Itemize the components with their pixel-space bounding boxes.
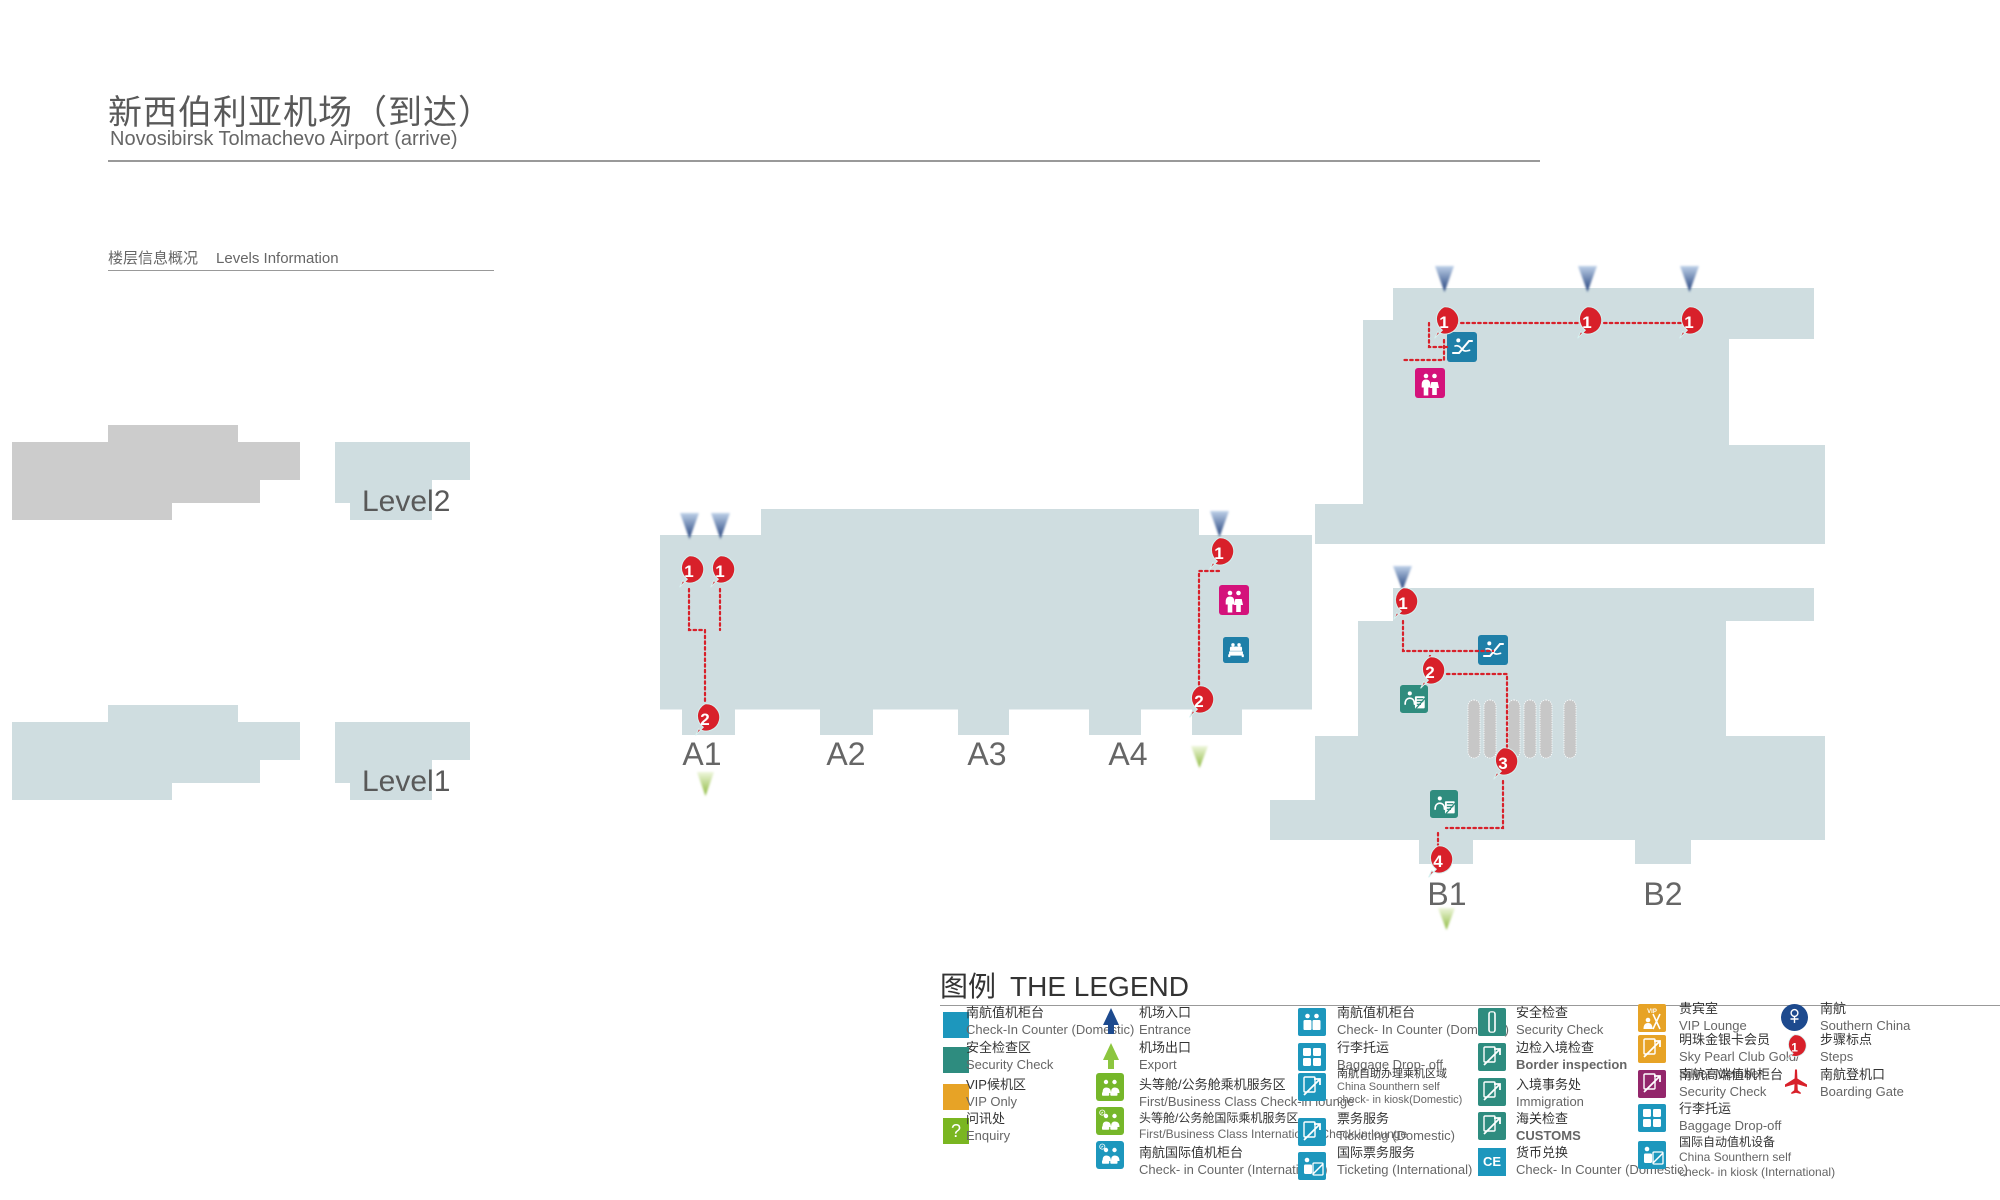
svg-text:1: 1 bbox=[684, 562, 693, 581]
svg-text:3: 3 bbox=[1498, 754, 1507, 773]
svg-text:1: 1 bbox=[1582, 313, 1591, 332]
svg-text:B2: B2 bbox=[1643, 876, 1682, 912]
svg-text:A4: A4 bbox=[1108, 736, 1147, 772]
svg-text:A1: A1 bbox=[682, 736, 721, 772]
svg-text:1: 1 bbox=[1439, 313, 1448, 332]
svg-text:4: 4 bbox=[1433, 852, 1443, 871]
svg-text:1: 1 bbox=[1214, 544, 1223, 563]
svg-text:2: 2 bbox=[1425, 663, 1434, 682]
svg-text:2: 2 bbox=[700, 710, 709, 729]
svg-text:1: 1 bbox=[1684, 313, 1693, 332]
svg-text:1: 1 bbox=[1398, 594, 1407, 613]
svg-text:A3: A3 bbox=[967, 736, 1006, 772]
svg-text:1: 1 bbox=[715, 562, 724, 581]
svg-text:B1: B1 bbox=[1427, 876, 1466, 912]
svg-text:A2: A2 bbox=[826, 736, 865, 772]
svg-text:2: 2 bbox=[1194, 692, 1203, 711]
